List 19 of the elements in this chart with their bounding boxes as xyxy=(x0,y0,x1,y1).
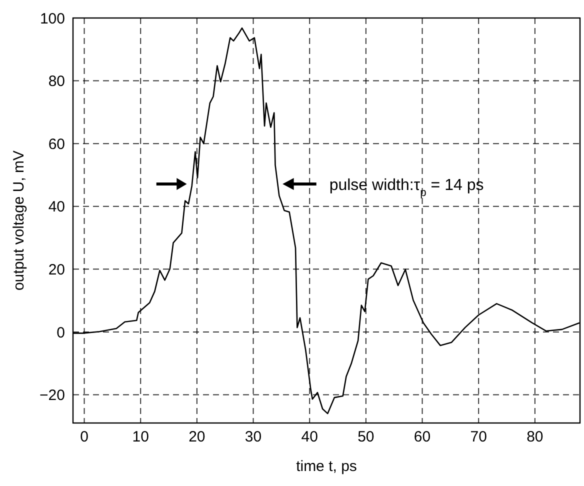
y-tick-label: 100 xyxy=(40,10,65,28)
y-tick-label: 20 xyxy=(48,261,65,278)
x-tick-label: 40 xyxy=(301,428,318,446)
x-tick-label: 60 xyxy=(414,428,431,446)
annotation: pulse width:τ$_{p}$ = 14 ps xyxy=(329,177,484,199)
y-axis-title: output voltage U, mV xyxy=(10,150,28,291)
y-tick-label: 40 xyxy=(48,198,65,216)
y-tick-label: −20 xyxy=(40,387,65,404)
x-tick-label: 50 xyxy=(358,428,374,446)
y-tick-label: 80 xyxy=(48,73,65,90)
x-tick-label: 0 xyxy=(80,428,88,446)
y-tick-label: 60 xyxy=(48,136,65,153)
y-tick-label: 0 xyxy=(56,324,65,342)
x-tick-label: 70 xyxy=(470,428,487,446)
x-tick-label: 20 xyxy=(188,428,206,446)
x-axis-title: time t, ps xyxy=(296,458,357,475)
x-tick-label: 10 xyxy=(132,428,149,446)
x-tick-label: 30 xyxy=(244,428,262,446)
x-tick-label: 80 xyxy=(526,428,544,446)
